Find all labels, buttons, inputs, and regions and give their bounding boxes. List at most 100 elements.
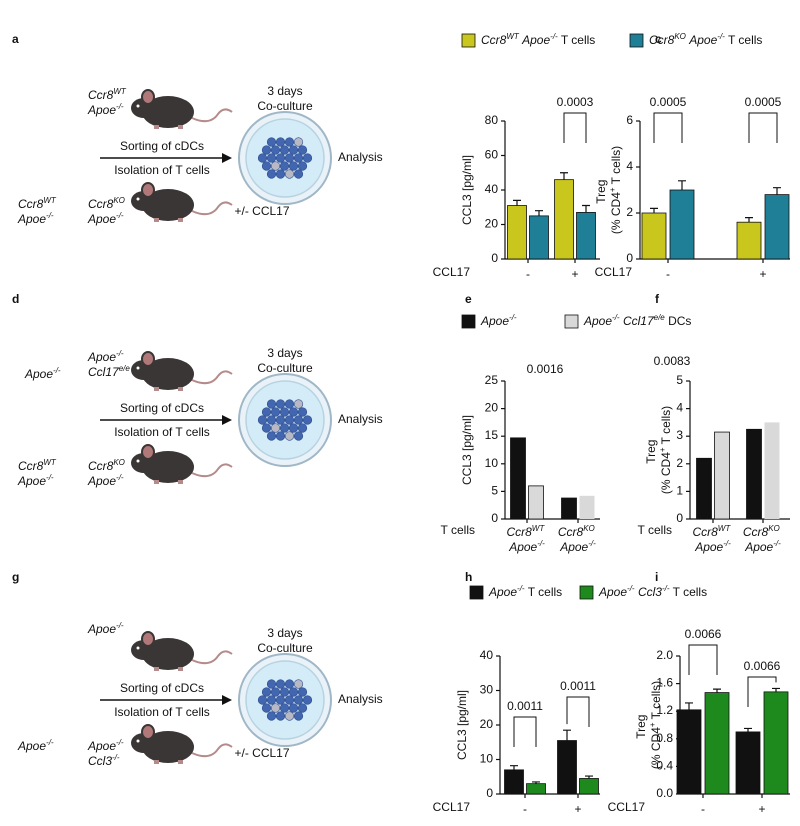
arrow-label: Sorting of cDCs [120,139,204,153]
legend-label: Ccr8KO Apoe-/- T cells [649,32,762,48]
top-mouse: Ccr8WT [88,87,127,103]
cell [266,431,277,441]
x-axis-label: CCL17 [608,800,646,814]
arrow-head [222,695,232,705]
mouse-foot [154,760,159,764]
mouse-foot [178,218,183,222]
bracket [688,644,718,675]
cell [279,423,290,433]
mouse-tail [191,370,233,385]
cell [270,407,281,417]
cell [275,679,286,689]
cell [261,423,272,433]
mouse-eye [136,459,140,463]
cell [293,137,304,147]
cell [284,137,295,147]
y-tick-label: 0.8 [656,731,673,745]
p-value: 0.0003 [557,95,594,109]
mouse-ear [141,631,155,647]
bar [579,495,595,519]
x-axis-label: CCL17 [595,265,633,279]
cell [297,703,308,713]
cell [284,711,295,721]
cell [270,161,281,171]
cell [270,687,281,697]
cell [293,399,304,409]
mouse-foot [154,387,159,391]
cell [275,137,286,147]
error-bar [744,727,752,732]
left-top: Apoe-/- [24,366,61,382]
y-tick-label: 20 [480,717,494,731]
mouse-ear [141,89,155,105]
y-tick-label: 0.0 [656,786,673,800]
panel-letter: f [655,292,660,306]
error-bar [560,172,568,180]
cell [284,695,295,705]
cell [266,415,277,425]
mouse-ear [141,351,155,367]
bottom-mouse: Ccr8KO [88,458,125,474]
p-value: 0.0005 [745,95,782,109]
y-tick-label: 4 [676,401,683,415]
legend-swatch [579,585,594,600]
mouse-foot [178,125,183,129]
bar [714,431,730,520]
legend-label: Apoe-/- T cells [488,584,562,600]
top-mouse: Ccl17e/e [88,364,130,380]
bar [704,692,730,795]
legend-label: Apoe-/- Ccl3-/- T cells [598,584,707,600]
cell [279,161,290,171]
culture: 3 days [267,84,302,98]
top-mouse: Apoe-/- [87,621,124,637]
left-bottom: Ccr8WT [18,196,57,212]
error-bar [585,775,593,779]
error-bar [535,210,543,216]
mouse-eye [136,739,140,743]
bracket [747,676,777,707]
cell [257,695,268,705]
bar [764,422,780,519]
mouse-foot [178,480,183,484]
x-tick-label: + [759,267,766,281]
arrow-head [222,415,232,425]
cell [275,169,286,179]
cell [261,703,272,713]
y-tick-label: 30 [480,683,494,697]
analysis: Analysis [338,412,383,426]
bar [746,428,762,520]
cell [284,399,295,409]
error-bar [513,199,521,206]
y-tick-label: 0 [491,251,498,265]
bar [561,497,577,520]
x-tick-label: Ccr8WT Apoe-/- [692,524,733,555]
bar [579,778,599,795]
cell [279,145,290,155]
cell [266,137,277,147]
y-tick-label: 0 [491,511,498,525]
bottom-mouse: Apoe-/- [87,738,124,754]
cell [257,153,268,163]
x-tick-label: + [574,802,581,816]
cell [302,415,313,425]
cell [266,399,277,409]
cell [297,407,308,417]
bar [576,212,596,260]
bracket [748,112,778,143]
legend-swatch [564,314,579,329]
p-value: 0.0011 [560,679,596,693]
left-bottom: Apoe-/- [17,473,54,489]
y-tick-label: 0 [486,786,493,800]
mouse-foot [178,387,183,391]
culture: Co-culture [257,361,313,375]
y-tick-label: 1.2 [656,703,673,717]
cell [302,695,313,705]
cell [288,145,299,155]
y-tick-label: 1 [676,484,683,498]
y-axis-label: CCL3 [pg/ml] [455,690,469,760]
arrow-label: Sorting of cDCs [120,401,204,415]
analysis: Analysis [338,692,383,706]
y-tick-label: 2 [626,205,633,219]
cell [275,153,286,163]
y-tick-label: 60 [485,148,499,162]
